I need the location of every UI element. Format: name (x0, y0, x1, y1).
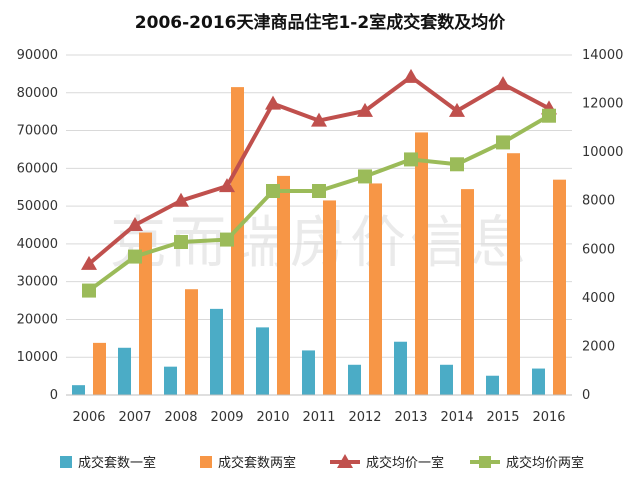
point-成交均价两室-2008 (174, 235, 188, 249)
point-成交均价两室-2014 (450, 157, 464, 172)
bar-成交套数一室-2013 (394, 341, 407, 395)
point-成交均价两室-2015 (496, 135, 510, 150)
legend-label: 成交套数两室 (218, 455, 296, 471)
x-tick-label: 2008 (164, 410, 197, 425)
point-成交均价两室-2007 (128, 249, 142, 264)
bar-成交套数一室-2009 (210, 308, 223, 395)
y-left-tick-label: 70000 (17, 124, 58, 139)
bar-成交套数两室-2014 (461, 189, 474, 395)
axes-group: 0100002000030000400005000060000700008000… (17, 48, 624, 425)
bar-成交套数两室-2010 (277, 175, 290, 395)
y-left-tick-label: 50000 (17, 199, 58, 214)
point-成交均价两室-2009 (220, 232, 234, 247)
legend-swatch-成交套数一室 (60, 456, 72, 468)
bar-成交套数两室-2016 (553, 179, 566, 395)
point-成交均价一室-2008 (173, 192, 189, 207)
chart-title: 2006-2016天津商品住宅1-2室成交套数及均价 (134, 13, 506, 33)
bar-成交套数两室-2013 (415, 132, 428, 395)
bar-成交套数两室-2008 (185, 289, 198, 395)
x-tick-label: 2006 (72, 410, 105, 425)
bar-成交套数两室-2011 (323, 200, 336, 395)
bar-成交套数一室-2007 (118, 347, 131, 395)
y-left-tick-label: 80000 (17, 86, 58, 101)
point-成交均价一室-2009 (219, 178, 235, 193)
y-left-tick-label: 40000 (17, 237, 58, 252)
x-tick-label: 2009 (210, 410, 243, 425)
y-right-tick-label: 6000 (582, 242, 615, 257)
point-成交均价一室-2014 (449, 102, 465, 117)
bar-成交套数一室-2012 (348, 364, 361, 395)
y-left-tick-label: 0 (50, 388, 58, 403)
legend-marker-成交均价两室 (479, 456, 491, 468)
legend-label: 成交均价两室 (506, 455, 584, 471)
point-成交均价一室-2007 (127, 217, 143, 231)
legend-marker-成交均价一室 (337, 454, 353, 468)
point-成交均价一室-2012 (357, 102, 373, 117)
x-tick-label: 2014 (440, 410, 473, 425)
legend-label: 成交均价一室 (366, 455, 444, 471)
bar-成交套数两室-2007 (139, 232, 152, 395)
y-right-tick-label: 12000 (582, 97, 623, 112)
point-成交均价一室-2006 (81, 255, 97, 270)
y-right-tick-label: 4000 (582, 291, 615, 306)
legend-label: 成交套数一室 (78, 455, 156, 471)
legend: 成交套数一室 成交套数两室 成交均价一室 成交均价两室 (60, 454, 584, 471)
bar-成交套数一室-2014 (440, 364, 453, 395)
y-left-tick-label: 90000 (17, 48, 58, 63)
y-right-tick-label: 0 (582, 388, 590, 403)
point-成交均价两室-2016 (542, 108, 556, 123)
x-tick-label: 2011 (302, 410, 335, 425)
lines-group (81, 68, 557, 298)
y-left-tick-label: 20000 (17, 312, 58, 327)
bars-group (72, 87, 566, 395)
x-tick-label: 2007 (118, 410, 151, 425)
bar-成交套数一室-2015 (486, 375, 499, 395)
bar-成交套数一室-2006 (72, 385, 85, 395)
bar-成交套数两室-2012 (369, 183, 382, 395)
y-left-tick-label: 30000 (17, 275, 58, 290)
point-成交均价一室-2015 (495, 76, 511, 91)
point-成交均价一室-2011 (311, 112, 327, 127)
point-成交均价两室-2011 (312, 184, 326, 198)
point-成交均价两室-2012 (358, 169, 372, 184)
x-tick-label: 2012 (348, 410, 381, 425)
bar-成交套数一室-2010 (256, 327, 269, 395)
point-成交均价两室-2006 (82, 283, 96, 298)
bar-成交套数一室-2011 (302, 350, 315, 395)
point-成交均价一室-2010 (265, 95, 281, 110)
bar-成交套数两室-2015 (507, 153, 520, 395)
point-成交均价两室-2010 (266, 184, 280, 198)
legend-swatch-成交套数两室 (200, 456, 212, 468)
x-tick-label: 2016 (532, 410, 565, 425)
y-right-tick-label: 14000 (582, 48, 623, 63)
bar-成交套数一室-2008 (164, 366, 177, 395)
y-right-tick-label: 8000 (582, 194, 615, 209)
y-right-tick-label: 2000 (582, 339, 615, 354)
y-right-tick-label: 10000 (582, 145, 623, 160)
point-成交均价两室-2013 (404, 152, 418, 167)
x-tick-label: 2015 (486, 410, 519, 425)
y-left-tick-label: 60000 (17, 161, 58, 176)
x-tick-label: 2010 (256, 410, 289, 425)
point-成交均价一室-2013 (403, 68, 419, 83)
y-left-tick-label: 10000 (17, 350, 58, 365)
x-tick-label: 2013 (394, 410, 427, 425)
bar-成交套数一室-2016 (532, 368, 545, 395)
bar-成交套数两室-2006 (93, 342, 106, 395)
